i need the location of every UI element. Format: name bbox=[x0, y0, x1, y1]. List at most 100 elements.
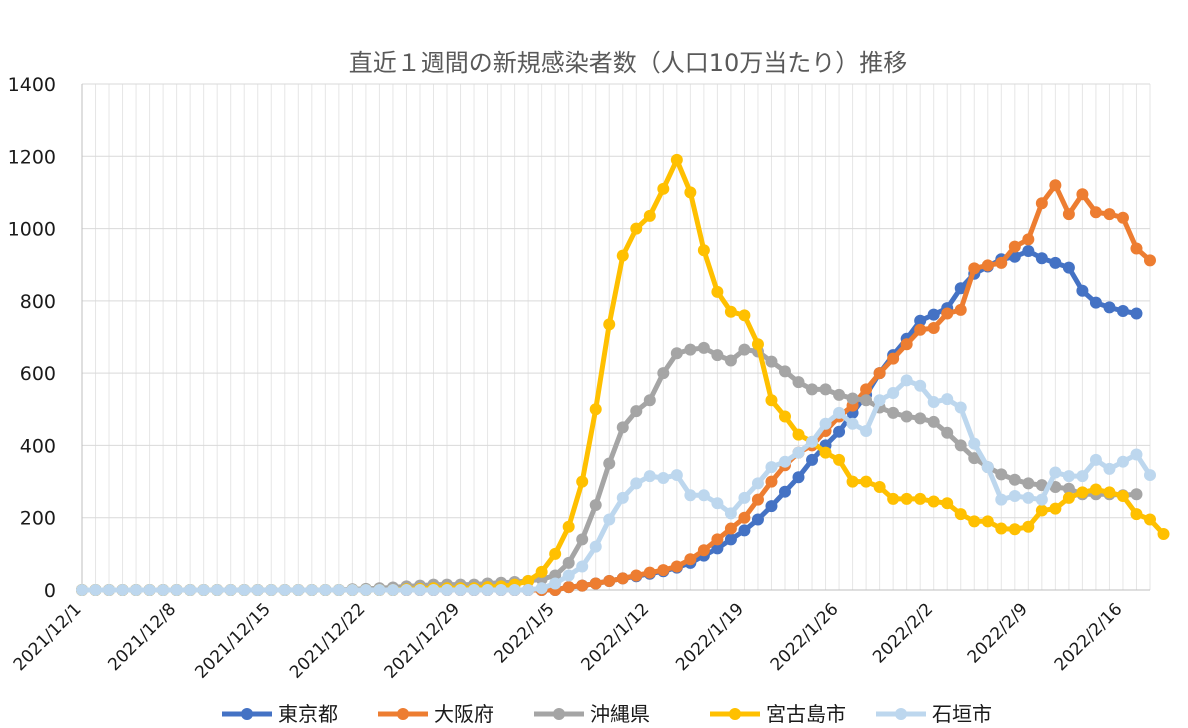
data-point bbox=[576, 560, 589, 573]
data-point bbox=[1130, 448, 1143, 461]
data-point bbox=[346, 584, 359, 596]
data-point bbox=[711, 349, 724, 362]
data-point bbox=[792, 376, 805, 389]
data-point bbox=[765, 461, 778, 474]
data-point bbox=[1062, 208, 1075, 221]
data-point bbox=[170, 584, 183, 596]
data-point bbox=[332, 584, 345, 596]
data-point bbox=[860, 383, 873, 396]
data-point bbox=[995, 256, 1008, 269]
data-point bbox=[941, 426, 954, 439]
data-point bbox=[792, 428, 805, 441]
data-point bbox=[914, 492, 927, 505]
data-point bbox=[630, 569, 643, 582]
data-point bbox=[238, 584, 251, 596]
data-point bbox=[860, 475, 873, 488]
data-point bbox=[968, 452, 981, 465]
data-point bbox=[954, 508, 967, 521]
data-point bbox=[265, 584, 278, 596]
data-point bbox=[549, 577, 562, 590]
data-point bbox=[995, 468, 1008, 481]
data-point bbox=[765, 394, 778, 407]
data-point bbox=[1049, 179, 1062, 192]
data-point bbox=[914, 323, 927, 336]
legend-item: 大阪府 bbox=[378, 702, 494, 726]
legend-swatch-marker bbox=[397, 708, 409, 720]
data-point bbox=[116, 584, 129, 596]
data-point bbox=[1049, 502, 1062, 515]
data-point bbox=[1062, 482, 1075, 495]
data-point bbox=[522, 584, 535, 596]
data-point bbox=[724, 507, 737, 520]
data-point bbox=[535, 582, 548, 595]
series-group bbox=[76, 153, 1170, 596]
legend-label: 東京都 bbox=[278, 702, 338, 726]
data-point bbox=[1035, 493, 1048, 506]
data-point bbox=[1130, 508, 1143, 521]
data-point bbox=[1089, 483, 1102, 496]
data-point bbox=[441, 584, 454, 596]
x-tick-label: 2021/12/29 bbox=[381, 599, 464, 682]
series-5 bbox=[76, 374, 1156, 596]
data-point bbox=[468, 584, 481, 596]
data-point bbox=[562, 520, 575, 533]
series-line bbox=[79, 377, 1153, 593]
data-point bbox=[738, 309, 751, 322]
data-point bbox=[941, 497, 954, 510]
legend-swatch-marker bbox=[241, 708, 253, 720]
data-point bbox=[684, 343, 697, 356]
series-2 bbox=[76, 179, 1156, 596]
data-point bbox=[806, 453, 819, 466]
data-point bbox=[305, 584, 318, 596]
data-point bbox=[724, 533, 737, 546]
data-point bbox=[684, 553, 697, 566]
data-point bbox=[1008, 473, 1021, 486]
data-point bbox=[495, 584, 508, 596]
data-point bbox=[711, 497, 724, 510]
data-point bbox=[900, 410, 913, 423]
data-point bbox=[657, 564, 670, 577]
data-point bbox=[981, 259, 994, 272]
legend-swatch-marker bbox=[895, 708, 907, 720]
data-point bbox=[1008, 490, 1021, 503]
data-point bbox=[643, 566, 656, 579]
data-point bbox=[1144, 469, 1156, 482]
y-tick-label: 600 bbox=[20, 363, 56, 385]
data-point bbox=[359, 584, 372, 596]
data-point bbox=[589, 577, 602, 590]
y-axis-ticks: 0 200 400 600 800 1000 1200 1400 bbox=[8, 74, 56, 602]
legend-label: 宮古島市 bbox=[766, 702, 846, 726]
data-point bbox=[724, 522, 737, 535]
data-point bbox=[1089, 296, 1102, 309]
data-point bbox=[1022, 477, 1035, 490]
legend: 東京都 大阪府 沖縄県 宮古島市 石垣市 bbox=[222, 702, 992, 726]
data-point bbox=[927, 415, 940, 428]
data-point bbox=[603, 457, 616, 470]
data-point bbox=[900, 374, 913, 387]
data-point bbox=[927, 396, 940, 409]
data-point bbox=[914, 314, 927, 327]
data-point bbox=[1076, 470, 1089, 483]
data-point bbox=[562, 569, 575, 582]
data-point bbox=[522, 574, 535, 587]
data-point bbox=[562, 556, 575, 569]
legend-swatch-marker bbox=[729, 708, 741, 720]
data-point bbox=[670, 153, 683, 166]
data-point bbox=[1103, 301, 1116, 314]
data-point bbox=[589, 540, 602, 553]
data-point bbox=[603, 513, 616, 526]
data-point bbox=[792, 471, 805, 484]
legend-swatch-marker bbox=[553, 708, 565, 720]
legend-item: 沖縄県 bbox=[534, 702, 650, 726]
data-point bbox=[386, 584, 399, 596]
data-point bbox=[738, 491, 751, 504]
data-point bbox=[914, 379, 927, 392]
data-point bbox=[819, 383, 832, 396]
data-point bbox=[589, 499, 602, 512]
y-tick-label: 0 bbox=[44, 580, 56, 602]
data-point bbox=[954, 282, 967, 295]
data-point bbox=[589, 403, 602, 416]
x-tick-label: 2022/1/5 bbox=[491, 599, 559, 667]
